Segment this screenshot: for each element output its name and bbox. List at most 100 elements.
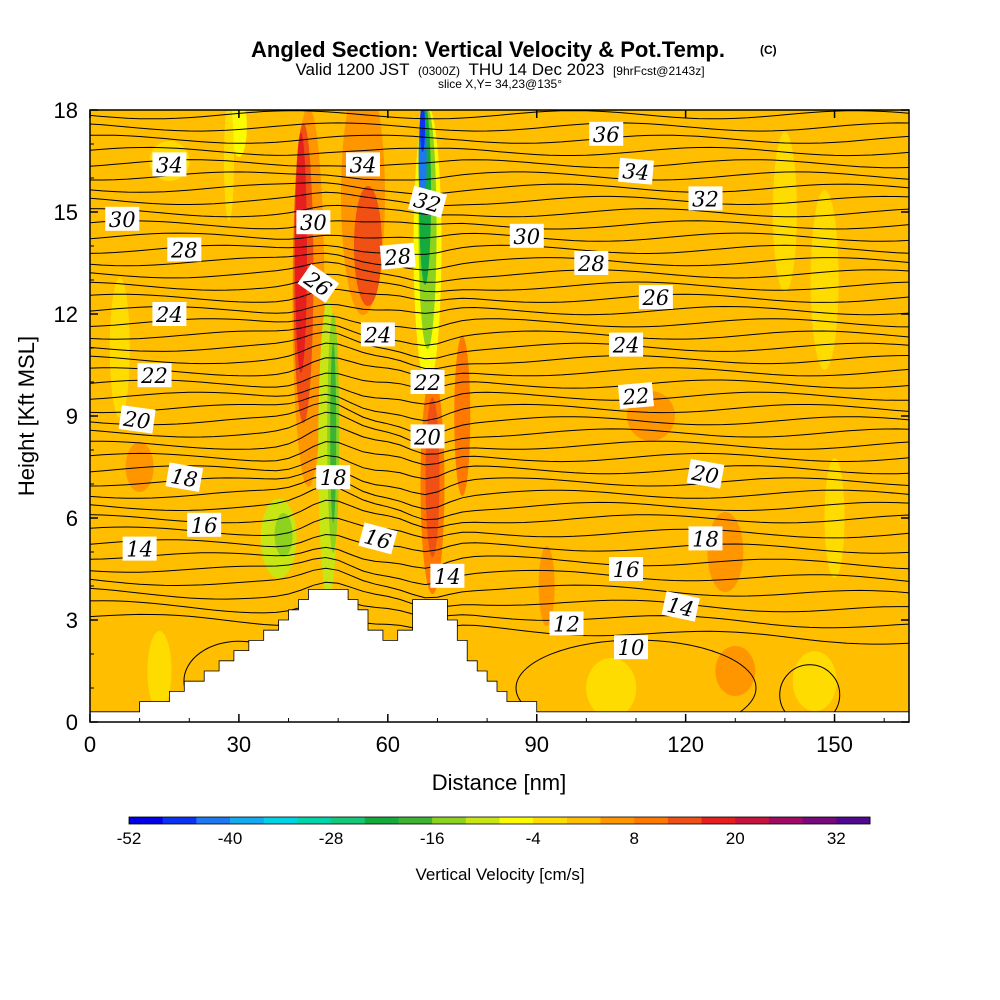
contour-label-box [297,263,340,303]
colorbar-swatch [768,817,804,824]
downdraft-plume [330,343,337,523]
contour-label: 20 [118,405,156,435]
isentrope-line [90,252,909,271]
contour-label: 14 [661,591,700,622]
y-tick-label: 9 [66,404,78,429]
isentrope-line [90,465,909,496]
isentrope-line [90,159,909,169]
weak-plume [125,442,154,492]
contour-label: 28 [379,242,416,270]
isentrope-line [90,273,909,293]
contour-label: 16 [609,557,644,582]
colorbar-swatch [364,817,399,824]
contour-label: 18 [688,526,723,551]
contour-label-text: 16 [613,558,640,582]
colorbar-swatch [465,817,500,824]
contour-label-text: 14 [434,565,461,589]
contour-label-text: 22 [621,383,651,409]
colorbar-tick-label: -4 [526,829,541,848]
colorbar-swatch [667,817,703,824]
contour-label: 28 [167,237,202,262]
contour-label-text: 36 [593,123,620,147]
isentrope-line [90,342,909,369]
contour-label-box [618,382,654,410]
isentrope-line [90,244,909,255]
contour-label-box [614,635,649,660]
isentrope-line [90,134,909,144]
contour-label-text: 14 [665,593,696,622]
y-tick-label: 12 [54,302,78,327]
isentrope-line [90,546,909,570]
isentrope-line [90,425,909,455]
isentrope-line [90,288,909,303]
isentrope-line [90,303,909,316]
isentrope-line [90,181,909,195]
weak-plume [772,132,797,292]
isentrope-line [90,191,909,207]
contour-label-box [346,152,380,177]
contour-label-text: 24 [155,303,183,327]
contour-label-box [410,424,445,449]
contour-label-box [360,322,395,347]
contour-label-text: 28 [382,244,412,270]
isentrope-line [90,331,909,360]
contour-label-box [549,611,584,636]
contour-label-text: 30 [300,211,327,235]
contour-label-text: 12 [553,612,580,636]
contour-label-text: 16 [191,514,218,538]
isentrope-line [90,357,909,378]
contour-label-box [152,302,187,326]
colorbar-swatch [735,817,770,824]
contour-label: 18 [165,462,204,492]
isentrope-line [90,499,909,529]
weak-plume [109,278,130,418]
contour-label-text: 22 [140,364,168,388]
isentrope-line [90,556,909,586]
contour-label-text: 24 [364,323,392,347]
contour-label: 22 [137,363,172,388]
isentrope-line [90,441,909,466]
isentrope-line [90,401,909,436]
contour-label-box [661,591,700,622]
contour-label: 36 [589,121,624,147]
colorbar-tick-label: -16 [420,829,445,848]
contour-label-box [688,186,723,211]
colorbar-swatch [297,817,332,824]
isentrope-line [90,232,909,242]
x-axis: 0 30 60 90 120 150 [84,110,885,757]
contour-label-box [509,223,544,248]
contour-label-box [152,152,187,177]
isentrope-line [90,393,909,422]
colorbar-swatch [129,817,164,824]
contour-label-text: 20 [689,460,720,488]
isentropes [90,110,909,722]
colorbar-swatch [600,817,635,824]
downdraft-plume [420,110,426,152]
colorbar-swatch [701,817,736,824]
colorbar-swatch [162,817,197,824]
contour-label-box [118,405,156,434]
contour-label: 30 [509,223,544,249]
downdraft-plume [223,110,234,221]
contour-label: 30 [105,206,140,232]
isentrope-line [90,567,909,599]
contour-label: 14 [122,536,157,562]
colorbar-swatch [432,817,467,824]
contour-label-text: 20 [413,425,441,449]
contour-label: 34 [618,157,654,185]
colorbar-swatch [634,817,669,824]
isentrope-line [90,454,909,480]
contour-label-box [686,459,725,489]
contour-label-box [122,536,157,561]
contour-label-box [408,185,448,218]
contour-label-box [296,210,331,235]
contour-label-text: 30 [513,225,540,249]
isentrope-line [90,598,909,629]
isentrope-line [90,613,909,645]
contour-label-text: 20 [121,407,152,435]
velocity-field [109,110,845,718]
terrain-mask [90,589,909,722]
